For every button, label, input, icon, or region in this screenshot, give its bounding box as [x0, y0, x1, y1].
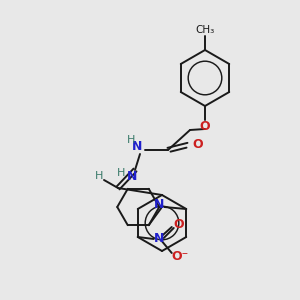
- Text: H: H: [95, 171, 103, 181]
- Text: N: N: [127, 170, 137, 184]
- Text: CH₃: CH₃: [195, 25, 214, 35]
- Text: O: O: [173, 218, 184, 230]
- Text: N: N: [154, 199, 164, 212]
- Text: H: H: [117, 168, 125, 178]
- Text: O: O: [193, 139, 203, 152]
- Text: H: H: [127, 135, 135, 145]
- Text: N: N: [154, 232, 164, 244]
- Text: N: N: [132, 140, 142, 152]
- Text: O⁻: O⁻: [171, 250, 188, 262]
- Text: O: O: [200, 119, 210, 133]
